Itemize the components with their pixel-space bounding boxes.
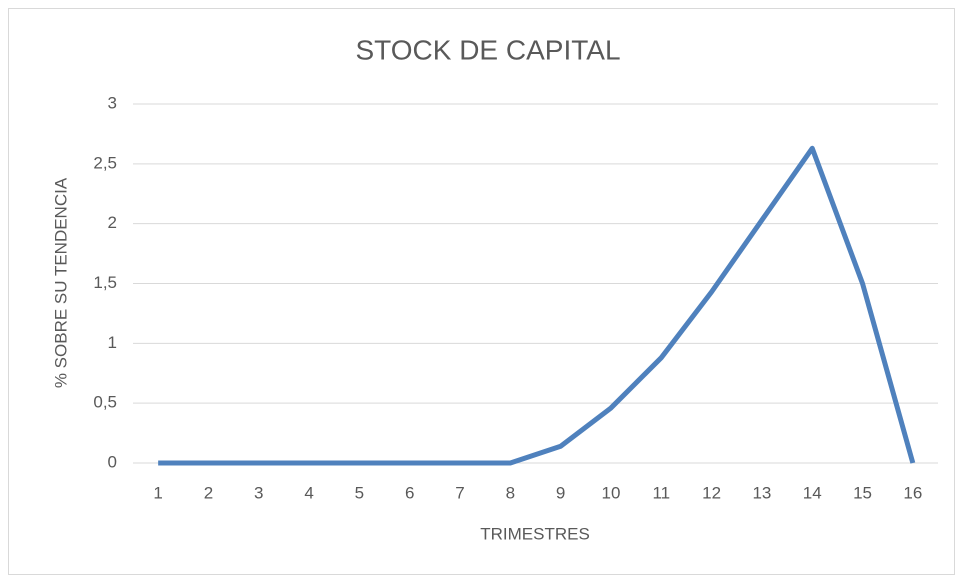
y-tick-label: 3	[108, 93, 117, 112]
data-line	[158, 145, 916, 466]
x-tick-label: 2	[204, 483, 213, 502]
x-tick-label: 11	[652, 483, 670, 502]
x-tick-label: 14	[803, 483, 822, 502]
y-tick-label: 1	[108, 333, 117, 352]
x-tick-label: 6	[405, 483, 414, 502]
chart-title: STOCK DE CAPITAL	[355, 34, 620, 65]
y-tick-label: 2	[108, 213, 117, 232]
x-tick-label: 12	[702, 483, 721, 502]
y-tick-label: 0,5	[93, 393, 117, 412]
y-tick-label: 0	[108, 452, 117, 471]
x-tick-label: 4	[304, 483, 313, 502]
x-tick-label: 9	[556, 483, 565, 502]
x-tick-label: 16	[903, 483, 922, 502]
x-tick-label: 15	[853, 483, 872, 502]
x-tick-label: 7	[455, 483, 464, 502]
x-tick-label: 8	[506, 483, 515, 502]
x-tick-label: 10	[602, 483, 621, 502]
x-tick-label: 13	[752, 483, 771, 502]
y-axis-label: % SOBRE SU TENDENCIA	[51, 177, 70, 388]
y-tick-label: 1,5	[93, 273, 117, 292]
x-tick-label: 5	[355, 483, 364, 502]
y-tick-label: 2,5	[93, 153, 117, 172]
x-axis-label: TRIMESTRES	[480, 524, 590, 543]
chart-border	[8, 8, 955, 575]
x-tick-label: 3	[254, 483, 263, 502]
x-tick-label: 1	[153, 483, 162, 502]
